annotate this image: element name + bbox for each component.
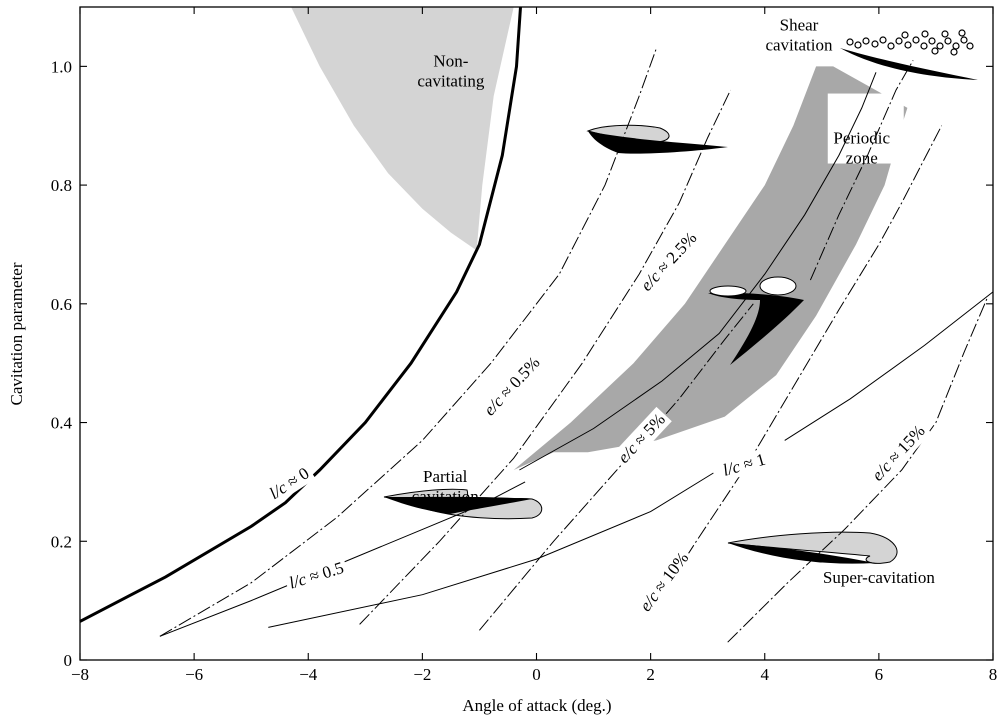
- region-periodic-zone: [513, 66, 908, 471]
- hydrofoil-sketches: [383, 29, 978, 564]
- series-l-c-0-5: [159, 481, 526, 637]
- x-tick-label: 0: [532, 665, 541, 684]
- curve-label-bg: [262, 461, 316, 506]
- y-tick-label: 0.6: [51, 295, 72, 314]
- region-label-partial-cavitation: Partial cavitation: [412, 467, 480, 506]
- series-e-c-10: [650, 125, 943, 613]
- curve-label-bg: [633, 545, 695, 618]
- y-axis: 0 0.2 0.4 0.6 0.8 1.0: [51, 57, 993, 670]
- y-tick-label: 1.0: [51, 57, 72, 76]
- series-e-c-0-5: [159, 48, 657, 637]
- curve-label-e-c-15: e/c ≈ 15%: [868, 421, 929, 484]
- y-tick-label: 0.2: [51, 532, 72, 551]
- axes-layer: −8 −6 −4 −2 0 2 4 6 8 0 0.2 0.4 0.6 0.8 1.0 Angle of …: [7, 6, 997, 715]
- x-axis-title: Angle of attack (deg.): [462, 696, 611, 715]
- hydrofoil-partial: [383, 488, 543, 520]
- x-tick-label: 8: [989, 665, 998, 684]
- x-tick-label: −4: [299, 665, 318, 684]
- regions-layer: [291, 7, 908, 471]
- region-label-shear-cavitation: Shear cavitation: [765, 16, 833, 55]
- curve-labels-layer: l/c ≈ 0l/c ≈ 0.5l/c ≈ 1e/c ≈ 0.5%e/c ≈ 2…: [262, 225, 932, 618]
- x-tick-label: 6: [875, 665, 884, 684]
- y-axis-title: Cavitation parameter: [7, 262, 26, 405]
- curve-label-bg: [865, 418, 932, 488]
- curve-label-e-c-0-5: e/c ≈ 0.5%: [480, 353, 544, 419]
- region-labels-layer: Non-cavitating Periodic zone Shear cavitatio…: [412, 16, 936, 587]
- y-tick-label: 0: [64, 651, 73, 670]
- series-upper-l-c-1-branch: [784, 291, 994, 441]
- series-e-c-2-5: [359, 89, 731, 625]
- curve-label-bg: [634, 225, 704, 298]
- x-axis: −8 −6 −4 −2 0 2 4 6 8: [71, 7, 997, 684]
- shear-cavitation-hydrofoil: [840, 29, 978, 80]
- series-e-c-5-upper: [809, 60, 914, 281]
- x-tick-label: −6: [185, 665, 203, 684]
- x-tick-label: −2: [413, 665, 431, 684]
- curve-label-bg: [477, 350, 547, 423]
- curve-label-l-c-0-5: l/c ≈ 0.5: [287, 558, 346, 593]
- hydrofoil-upper: [586, 124, 728, 154]
- series-periodic-centreline: [519, 72, 877, 471]
- hydrofoil-super: [727, 531, 898, 564]
- series-e-c-15: [727, 297, 988, 643]
- region-label-non-cavitating: Non-cavitating: [417, 51, 485, 90]
- curve-label-bg: [611, 406, 672, 470]
- curves-layer: [79, 6, 994, 643]
- series-e-c-5: [479, 303, 754, 631]
- hydrofoil-periodic: [708, 276, 804, 365]
- x-tick-label: 2: [646, 665, 655, 684]
- curve-label-bg: [283, 556, 350, 595]
- region-non-cavitating: [291, 7, 514, 251]
- y-tick-label: 0.8: [51, 176, 72, 195]
- x-tick-label: 4: [761, 665, 770, 684]
- series-l-c-0: [79, 6, 522, 623]
- curve-label-bg: [717, 447, 771, 482]
- region-label-periodic-zone: Periodic zone: [833, 129, 890, 168]
- curve-label-e-c-10: e/c ≈ 10%: [636, 549, 693, 615]
- y-tick-label: 0.4: [51, 414, 73, 433]
- series-l-c-1: [268, 472, 714, 628]
- x-tick-label: −8: [71, 665, 89, 684]
- cavitation-bubbles: [846, 29, 974, 56]
- region-label-super-cavitation: Super-cavitation: [823, 568, 936, 587]
